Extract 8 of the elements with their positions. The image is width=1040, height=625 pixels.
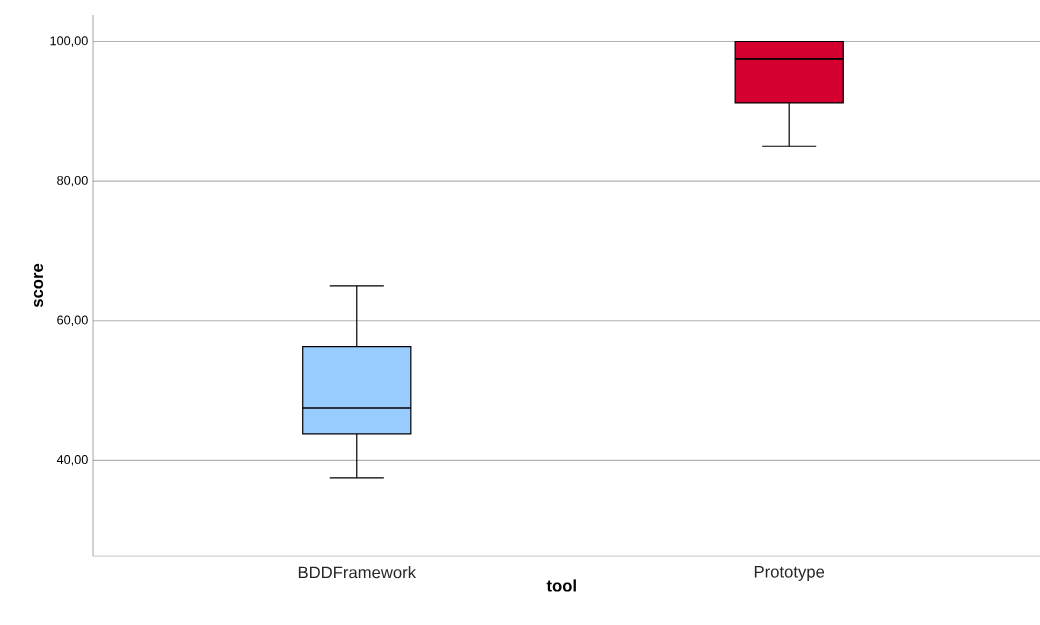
- y-axis-title: score: [33, 263, 44, 308]
- y-tick-label: 80,00: [57, 175, 88, 187]
- y-tick-label: 40,00: [56, 455, 88, 466]
- x-axis-title: tool: [546, 579, 576, 592]
- x-tick-label: Prototype: [754, 566, 825, 581]
- y-tick-label: 100,00: [50, 36, 88, 47]
- y-tick-label: 60,00: [57, 315, 88, 326]
- x-tick-label: BDDFramework: [298, 566, 417, 579]
